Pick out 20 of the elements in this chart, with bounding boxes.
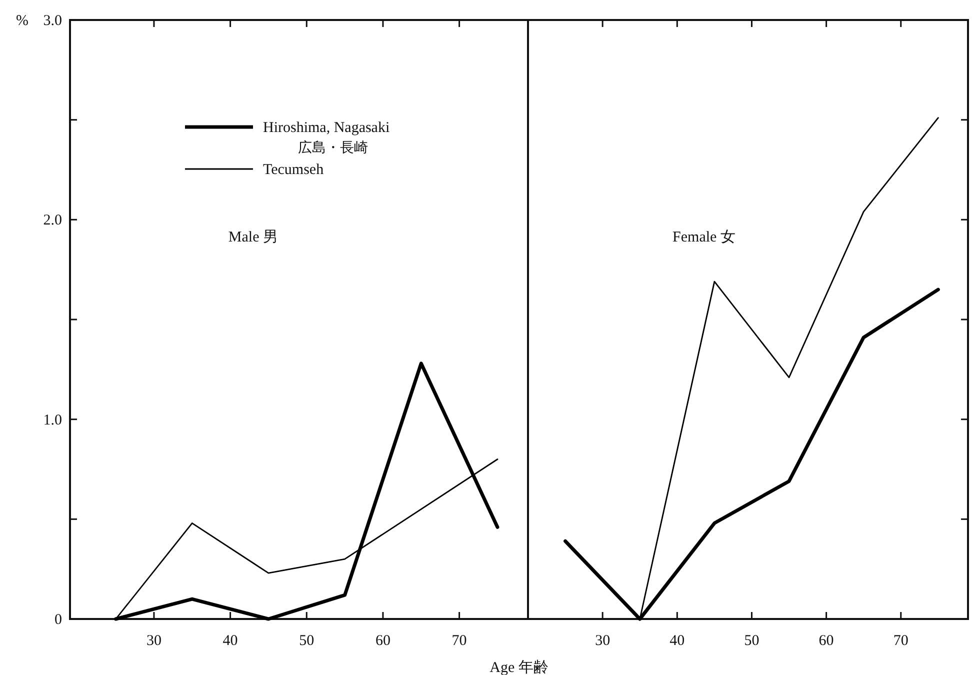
x-tick-label: 60 <box>375 633 390 649</box>
x-tick-label: 40 <box>670 633 685 649</box>
y-tick-label: 3.0 <box>43 13 62 29</box>
y-tick-label: 2.0 <box>43 212 62 229</box>
x-axis-title: Age 年齢 <box>490 659 548 675</box>
x-tick-label: 30 <box>595 633 610 649</box>
y-tick-label: 1.0 <box>43 412 62 428</box>
x-tick-label: 60 <box>818 633 834 649</box>
x-tick-label: 70 <box>452 633 467 649</box>
x-tick-label: 50 <box>744 633 760 649</box>
legend-label: Hiroshima, Nagasaki 広島・長崎 <box>263 120 390 156</box>
x-tick-label: 30 <box>146 633 162 649</box>
x-tick-label: 50 <box>299 633 314 649</box>
legend-label: Tecumseh <box>263 162 324 178</box>
annotation: Male 男 <box>228 230 278 246</box>
annotation: Female 女 <box>672 228 736 246</box>
x-tick-label: 40 <box>222 633 238 649</box>
y-tick-label: 0 <box>54 612 62 628</box>
x-tick-label: 70 <box>893 633 908 649</box>
y-axis-title: % <box>16 13 28 29</box>
